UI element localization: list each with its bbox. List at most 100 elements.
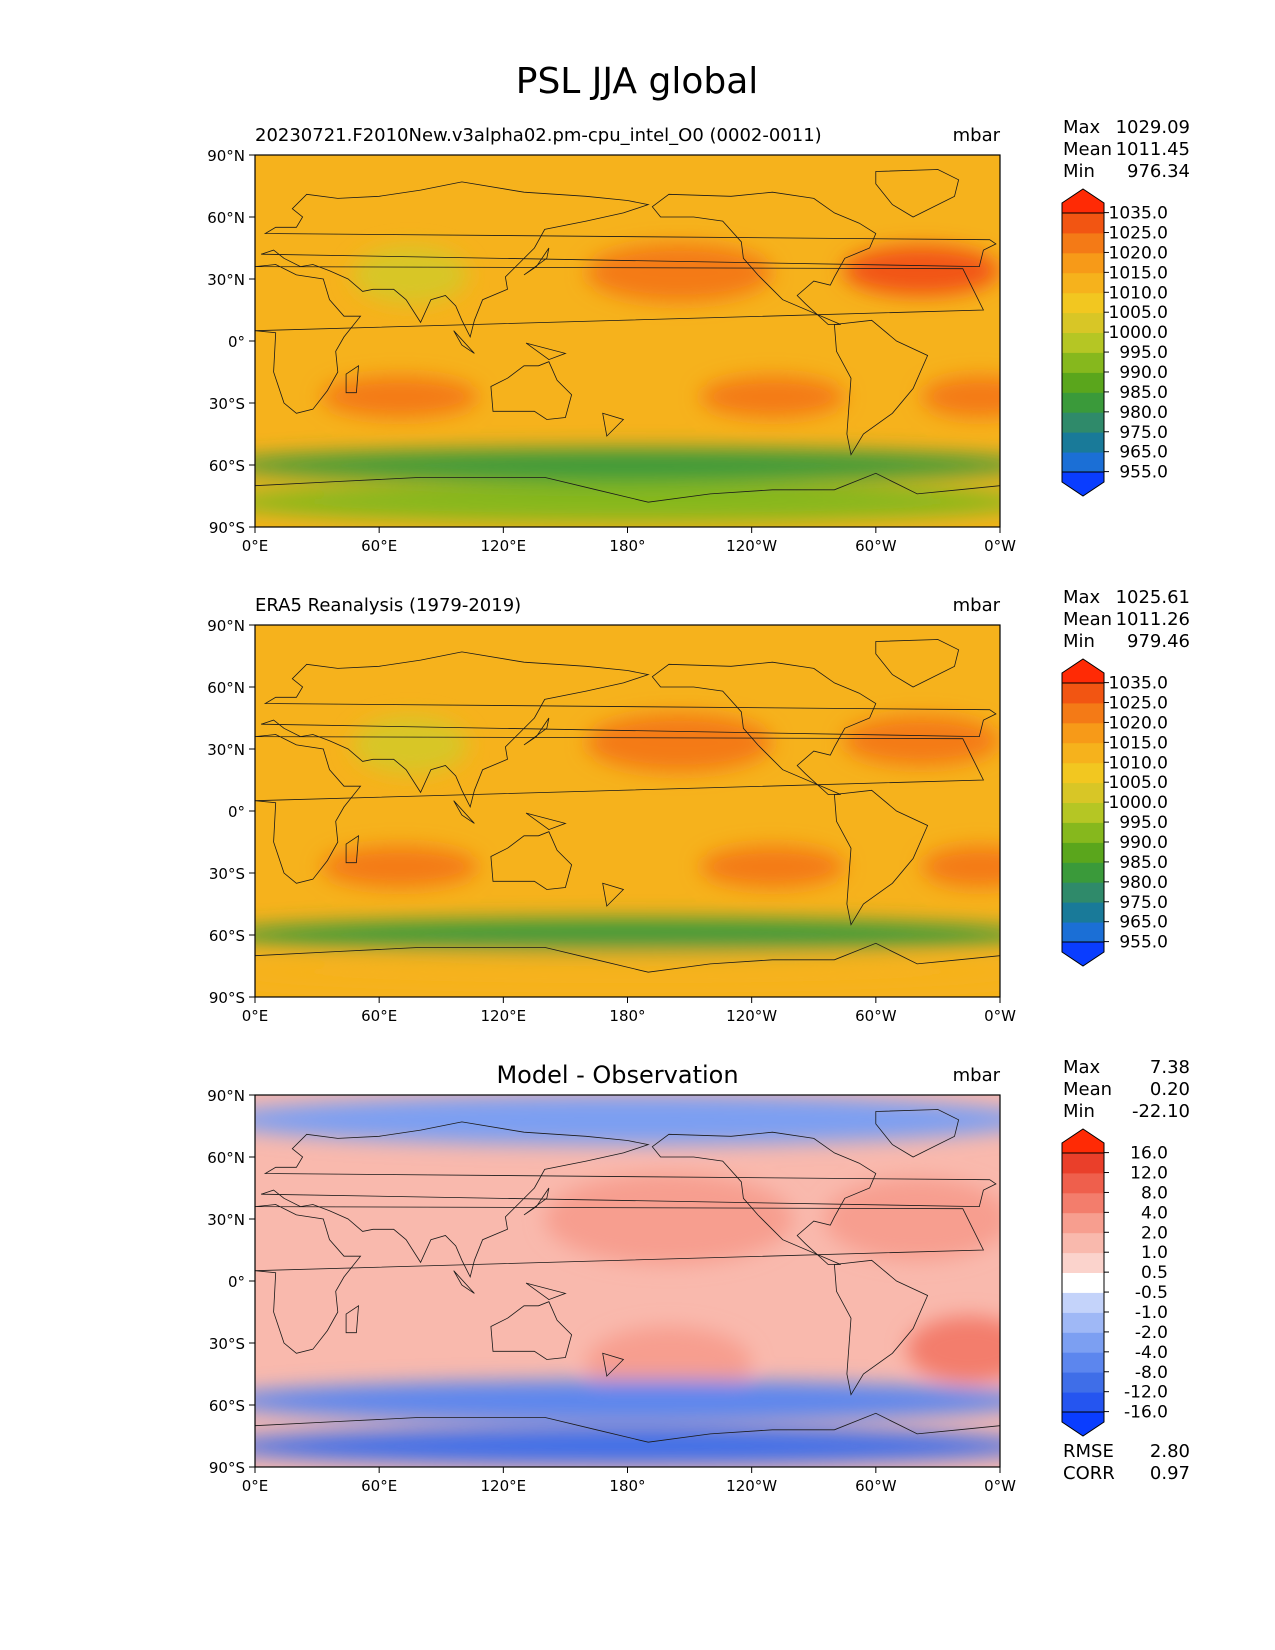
units-label: mbar bbox=[953, 1065, 1001, 1086]
colorbar-tick-label: 995.0 bbox=[1119, 343, 1168, 363]
colorbar-tick-label: 1005.0 bbox=[1109, 773, 1168, 793]
field-south-indian-high bbox=[321, 376, 479, 418]
colorbar-tick-label: 1010.0 bbox=[1109, 753, 1168, 773]
colorbar-extend-min bbox=[1061, 941, 1105, 967]
x-tick-label: 0°E bbox=[242, 537, 269, 555]
colorbar-bin bbox=[1062, 1232, 1104, 1254]
colorbar-bin bbox=[1062, 702, 1104, 724]
panel-3: Model - Observation mbar 90°N 60°N 30°N 0° 30°… bbox=[207, 1057, 1190, 1495]
coastline bbox=[345, 365, 359, 394]
coastline bbox=[525, 342, 567, 361]
colorbar-extend-max bbox=[1061, 188, 1105, 214]
stat-value: 979.46 bbox=[1127, 631, 1190, 652]
colorbar-bin bbox=[1062, 1292, 1104, 1313]
y-tick-label: 90°N bbox=[207, 147, 245, 165]
stat-value: 7.38 bbox=[1150, 1057, 1190, 1078]
colorbar-tick-label: 1025.0 bbox=[1109, 694, 1168, 714]
colorbar-tick-label: 1020.0 bbox=[1109, 713, 1168, 733]
field-antarctic bbox=[255, 481, 1000, 523]
colorbar-bin bbox=[1062, 902, 1104, 923]
field-south-pacific-high bbox=[700, 376, 845, 418]
panel-title: 20230721.F2010New.v3alpha02.pm-cpu_intel… bbox=[255, 125, 822, 146]
x-tick-label: 120°W bbox=[726, 1477, 777, 1495]
coastline bbox=[255, 734, 985, 884]
coastline bbox=[255, 472, 1000, 527]
stat-value: 1025.61 bbox=[1116, 587, 1190, 608]
colorbar-tick-label: 985.0 bbox=[1119, 383, 1168, 403]
colorbar-extend-min bbox=[1061, 471, 1105, 497]
stat-value: 1029.09 bbox=[1116, 117, 1190, 138]
x-tick-label: 120°E bbox=[481, 537, 527, 555]
x-tick-label: 60°W bbox=[855, 537, 897, 555]
colorbar-bin bbox=[1062, 272, 1104, 294]
coastline bbox=[261, 1121, 997, 1279]
colorbar-tick-label: 990.0 bbox=[1119, 363, 1168, 383]
stat-value: 0.20 bbox=[1150, 1079, 1190, 1100]
coastline bbox=[833, 319, 929, 456]
coastlines bbox=[255, 169, 1000, 527]
y-tick-label: 0° bbox=[228, 803, 245, 821]
x-tick-label: 180° bbox=[609, 537, 645, 555]
colorbar-bin bbox=[1062, 1252, 1104, 1273]
colorbar-tick-label: -2.0 bbox=[1135, 1323, 1168, 1343]
colorbar-tick-label: 1035.0 bbox=[1109, 674, 1168, 694]
colorbar-bin bbox=[1062, 862, 1104, 883]
map-field bbox=[255, 155, 1000, 527]
coastline bbox=[453, 800, 475, 824]
coastline bbox=[453, 1270, 475, 1294]
stat-value: 1011.26 bbox=[1116, 609, 1190, 630]
y-tick-label: 60°N bbox=[207, 209, 245, 227]
colorbar-tick-label: 955.0 bbox=[1119, 933, 1168, 953]
colorbar-bin bbox=[1062, 1392, 1104, 1413]
bottom-stat-value: 0.97 bbox=[1150, 1463, 1190, 1484]
colorbar-extend-max bbox=[1061, 658, 1105, 684]
colorbar-tick-label: 995.0 bbox=[1119, 813, 1168, 833]
y-tick-label: 30°N bbox=[207, 741, 245, 759]
colorbar-tick-label: 8.0 bbox=[1141, 1183, 1168, 1203]
colorbar: 955.0965.0975.0980.0985.0990.0995.01000.… bbox=[1061, 188, 1168, 497]
stat-label: Min bbox=[1063, 161, 1095, 182]
colorbar-bin bbox=[1062, 372, 1104, 393]
colorbar-bin bbox=[1062, 922, 1104, 943]
colorbar-tick-label: -4.0 bbox=[1135, 1343, 1168, 1363]
coastline bbox=[833, 1259, 929, 1396]
panel-1: 20230721.F2010New.v3alpha02.pm-cpu_intel… bbox=[207, 117, 1190, 555]
coastline bbox=[523, 1187, 550, 1216]
y-tick-label: 60°N bbox=[207, 679, 245, 697]
y-tick-label: 30°S bbox=[209, 865, 245, 883]
field-azores-high bbox=[842, 245, 1000, 296]
bottom-stat-value: 2.80 bbox=[1150, 1441, 1190, 1462]
x-tick-label: 60°W bbox=[855, 1007, 897, 1025]
coastlines bbox=[255, 639, 1000, 997]
x-tick-label: 60°E bbox=[361, 537, 397, 555]
colorbar-bin bbox=[1062, 722, 1104, 744]
field-southern-ocean-trough bbox=[255, 918, 1000, 952]
colorbar-bin bbox=[1062, 762, 1104, 784]
x-tick-label: 0°E bbox=[242, 1477, 269, 1495]
field-asian-low bbox=[352, 246, 469, 304]
field-azores-high bbox=[842, 715, 1000, 766]
colorbar-bin bbox=[1062, 1153, 1104, 1174]
colorbar-tick-label: 985.0 bbox=[1119, 853, 1168, 873]
figure-title: PSL JJA global bbox=[516, 61, 759, 102]
colorbar-tick-label: 0.5 bbox=[1141, 1263, 1168, 1283]
colorbar-bin bbox=[1062, 452, 1104, 473]
colorbar-bin bbox=[1062, 1172, 1104, 1194]
stat-label: Mean bbox=[1063, 139, 1112, 160]
coastline bbox=[525, 1282, 567, 1301]
y-tick-label: 60°S bbox=[209, 457, 245, 475]
coastline bbox=[525, 812, 567, 831]
coastlines bbox=[255, 1109, 1000, 1467]
map-field bbox=[255, 1095, 1000, 1467]
colorbar-tick-label: 1015.0 bbox=[1109, 733, 1168, 753]
panel-2: ERA5 Reanalysis (1979-2019) mbar 90°N 60°N 3… bbox=[207, 587, 1190, 1025]
colorbar-bin bbox=[1062, 1352, 1104, 1373]
stat-value: -22.10 bbox=[1132, 1101, 1190, 1122]
coastline bbox=[490, 1301, 573, 1360]
colorbar-bin bbox=[1062, 252, 1104, 274]
colorbar-tick-label: 1020.0 bbox=[1109, 243, 1168, 263]
colorbar-extend-max bbox=[1061, 1128, 1105, 1154]
stat-label: Mean bbox=[1063, 1079, 1112, 1100]
x-tick-label: 0°W bbox=[984, 1007, 1016, 1025]
panels: 20230721.F2010New.v3alpha02.pm-cpu_intel… bbox=[207, 117, 1190, 1495]
